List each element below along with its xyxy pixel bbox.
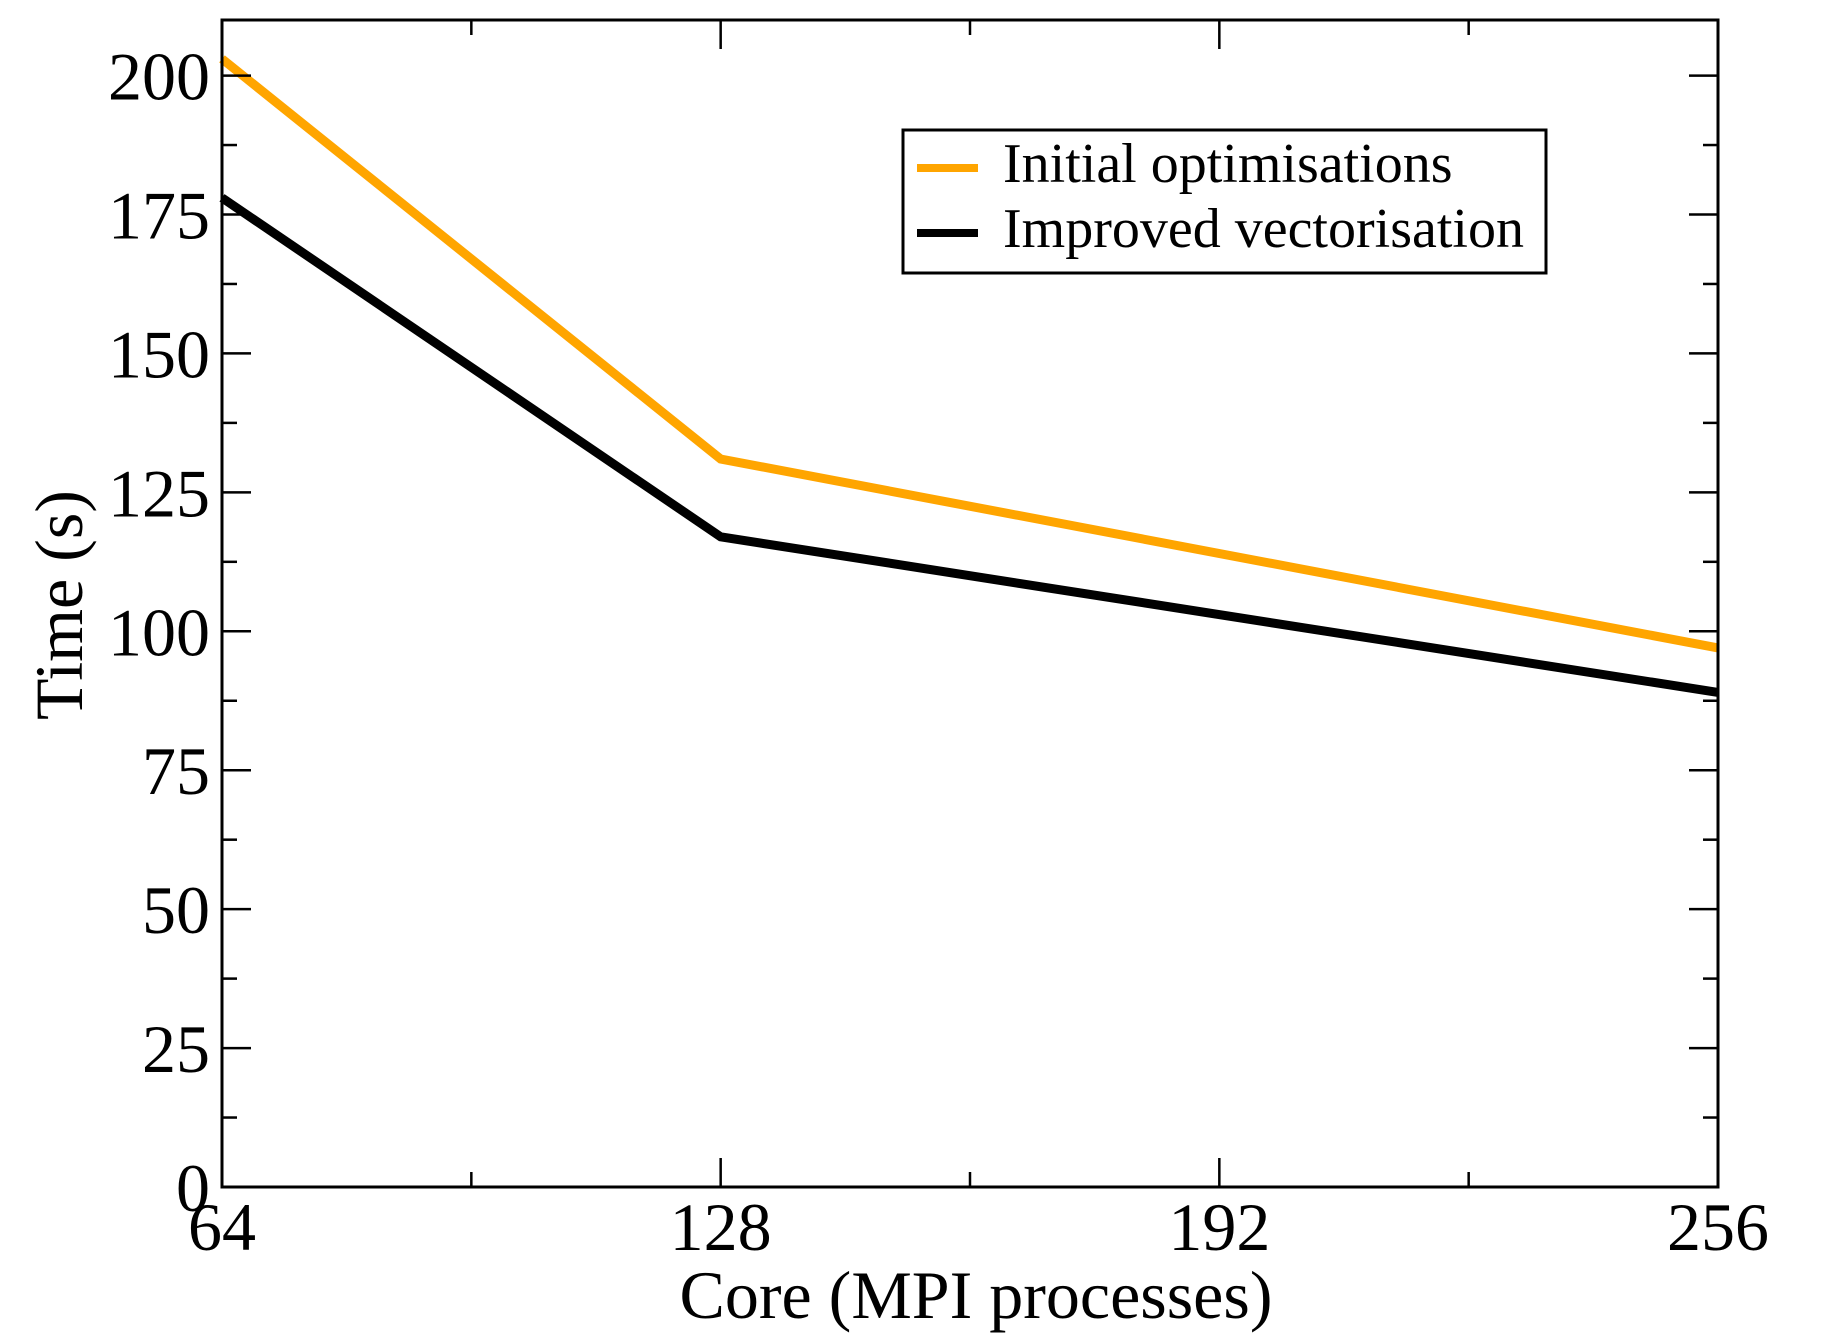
labels-layer: 64 128 192 256 0 25 50 75 100 125 150 175 200 bbox=[108, 39, 1769, 1265]
y-tick-label-200: 200 bbox=[108, 39, 210, 115]
plot-frame bbox=[220, 18, 1720, 1189]
y-tick-label-25: 25 bbox=[142, 1011, 210, 1087]
y-tick-label-50: 50 bbox=[142, 872, 210, 948]
x-tick-label-64: 64 bbox=[188, 1189, 256, 1265]
series-layer bbox=[219, 55, 1719, 697]
legend-box bbox=[901, 128, 1548, 275]
y-tick-label-125: 125 bbox=[108, 455, 210, 531]
legend-label-improved-vectorisation: Improved vectorisation bbox=[1003, 198, 1524, 260]
x-tick-label-192: 192 bbox=[1168, 1189, 1270, 1265]
y-tick-label-75: 75 bbox=[142, 733, 210, 809]
y-tick-label-100: 100 bbox=[108, 594, 210, 670]
ticks-layer bbox=[220, 20, 1720, 1189]
x-axis-title: Core (MPI processes) bbox=[680, 1257, 1273, 1333]
legend-label-initial-optimisations: Initial optimisations bbox=[1003, 133, 1453, 195]
series-line-improved-vectorisation bbox=[219, 194, 1719, 697]
x-tick-label-128: 128 bbox=[670, 1189, 772, 1265]
y-axis-title: Time (s) bbox=[21, 490, 97, 720]
x-tick-label-256: 256 bbox=[1667, 1189, 1769, 1265]
series-line-initial-optimisations bbox=[219, 55, 1719, 653]
y-tick-label-0: 0 bbox=[176, 1150, 210, 1226]
legend: Initial optimisations Improved vectorisa… bbox=[901, 128, 1548, 275]
y-tick-label-175: 175 bbox=[108, 178, 210, 254]
y-tick-label-150: 150 bbox=[108, 316, 210, 392]
